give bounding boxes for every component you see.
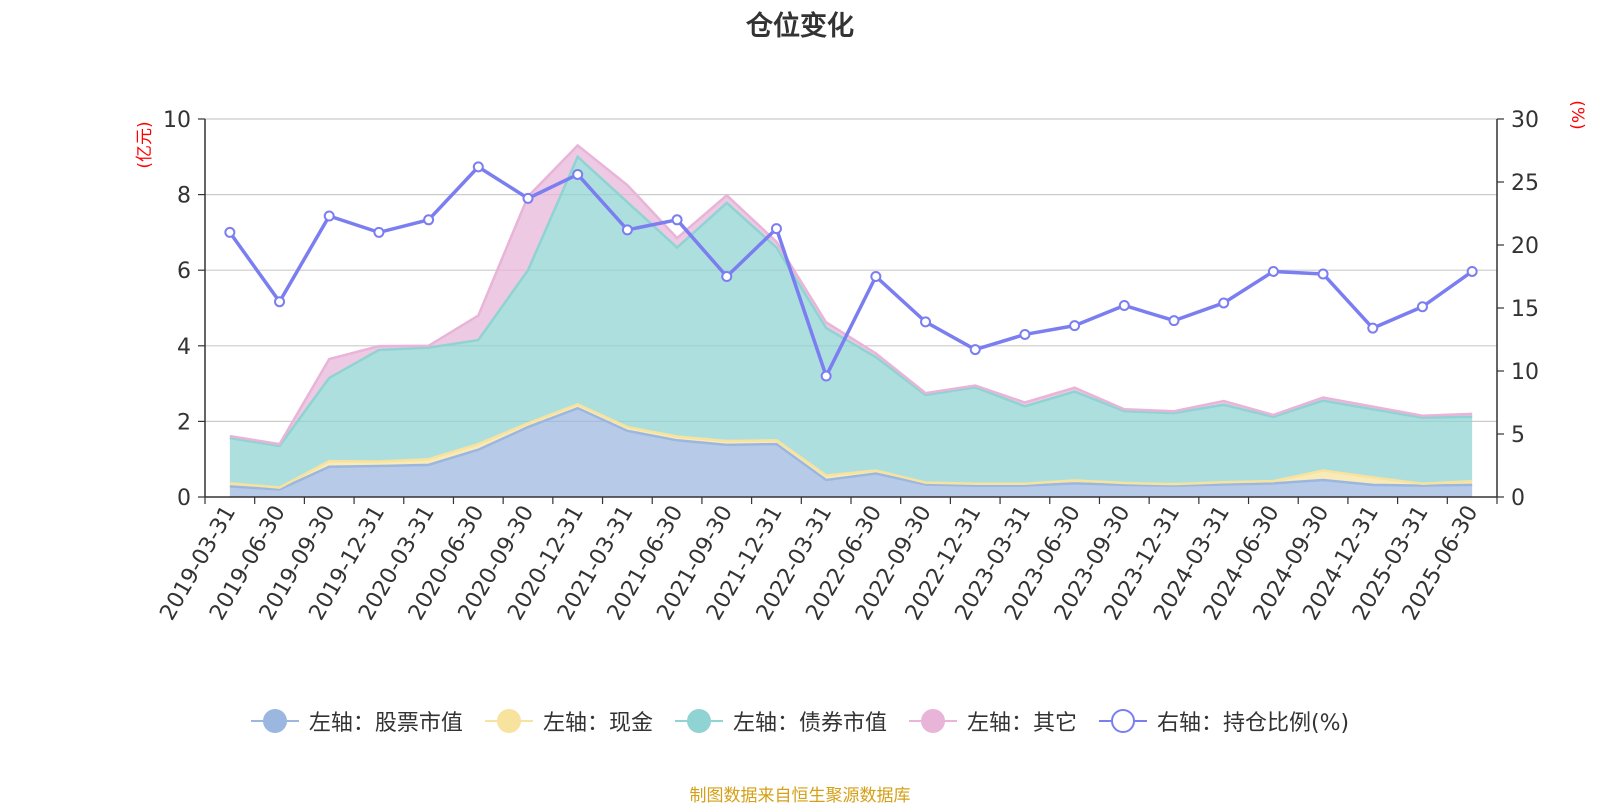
- line-point: [671, 214, 683, 226]
- left-axis-tick-label: 8: [177, 184, 191, 209]
- line-point: [721, 271, 733, 282]
- right-axis-unit: (%): [1567, 100, 1587, 129]
- right-axis-tick-label: 20: [1511, 234, 1539, 259]
- line-point: [373, 226, 385, 238]
- line-point: [224, 226, 236, 238]
- line-point: [1218, 297, 1230, 309]
- legend-label: 左轴：其它: [966, 711, 1077, 736]
- legend-label: 左轴：股票市值: [308, 711, 463, 736]
- line-point: [1317, 268, 1329, 280]
- line-point: [820, 370, 832, 382]
- left-axis-tick-label: 4: [177, 335, 191, 360]
- left-axis-unit: (亿元): [135, 121, 155, 168]
- line-point: [572, 168, 584, 180]
- line-point: [621, 224, 633, 236]
- line-point: [969, 344, 981, 356]
- right-axis-tick-label: 30: [1511, 108, 1539, 133]
- chart-plot: 0246810051015202530(亿元)(%)2019-03-312019…: [135, 100, 1587, 624]
- area-左轴：其它: [229, 145, 1473, 446]
- legend-item[interactable]: 左轴：债券市值: [674, 705, 887, 737]
- data-source-note: 制图数据来自恒生聚源数据库: [689, 786, 911, 806]
- left-axis-tick-label: 10: [163, 108, 191, 133]
- line-point: [1118, 299, 1130, 311]
- left-axis-tick-label: 0: [177, 486, 191, 511]
- right-axis-tick-label: 0: [1511, 486, 1525, 511]
- line-point: [323, 210, 335, 222]
- legend-label: 左轴：债券市值: [732, 711, 887, 736]
- area-edge-左轴：现金: [229, 403, 1473, 489]
- right-axis-tick-label: 25: [1511, 171, 1539, 196]
- area-edge-左轴：债券市值: [229, 154, 1473, 448]
- legend-item[interactable]: 左轴：股票市值: [250, 705, 463, 737]
- line-point: [1367, 322, 1379, 334]
- area-edge-左轴：股票市值: [229, 406, 1473, 491]
- legend-item[interactable]: 左轴：其它: [908, 705, 1077, 737]
- legend-label: 左轴：现金: [542, 711, 653, 736]
- line-point: [1069, 320, 1081, 332]
- area-左轴：现金: [229, 404, 1473, 490]
- right-axis-tick-label: 15: [1511, 297, 1539, 322]
- legend-marker-icon: [1098, 708, 1147, 734]
- legend-marker-icon: [250, 708, 299, 734]
- left-axis-tick-label: 6: [177, 259, 191, 284]
- legend-label: 右轴：持仓比例(%): [1156, 711, 1350, 736]
- line-point: [1019, 328, 1031, 340]
- area-左轴：债券市值: [229, 156, 1473, 488]
- area-edge-左轴：其它: [229, 143, 1473, 446]
- line-右轴：持仓比例(%): [228, 165, 1474, 378]
- line-point: [522, 192, 534, 204]
- area-左轴：股票市值: [229, 408, 1473, 497]
- legend-marker-icon: [674, 708, 723, 734]
- chart-title: 仓位变化: [746, 11, 854, 42]
- line-point: [423, 214, 435, 226]
- left-axis-tick-label: 2: [177, 410, 191, 435]
- line-point: [770, 223, 782, 235]
- legend-marker-icon: [484, 708, 533, 734]
- right-axis-tick-label: 10: [1511, 360, 1539, 385]
- line-point: [274, 296, 286, 308]
- line-point: [1267, 265, 1279, 277]
- line-point: [870, 271, 882, 282]
- line-point: [1168, 315, 1180, 327]
- line-point: [1416, 301, 1428, 313]
- legend-marker-icon: [908, 708, 957, 734]
- line-point: [1466, 265, 1478, 277]
- line-point: [472, 161, 484, 173]
- legend-item[interactable]: 右轴：持仓比例(%): [1098, 705, 1350, 737]
- right-axis-tick-label: 5: [1511, 423, 1525, 448]
- legend-item[interactable]: 左轴：现金: [484, 705, 653, 737]
- line-point: [920, 316, 932, 328]
- legend: 左轴：股票市值 左轴：现金 左轴：债券市值 左轴：其它 右轴：持仓比例(%): [0, 705, 1600, 737]
